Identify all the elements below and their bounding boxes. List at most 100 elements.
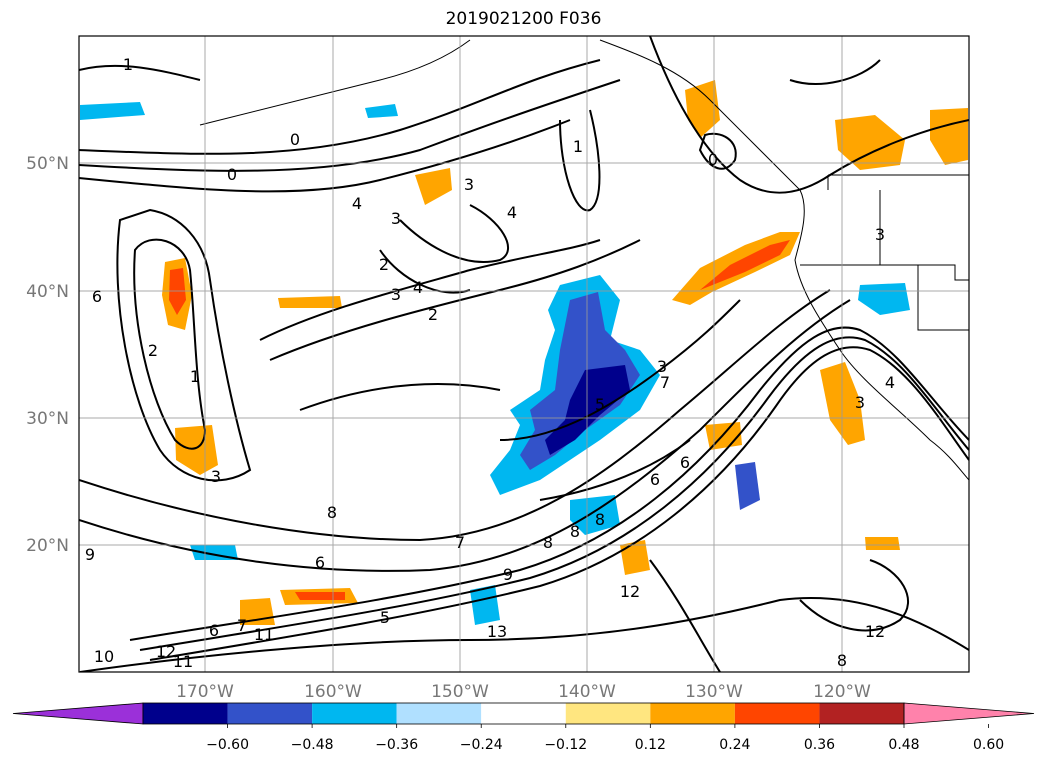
coastline bbox=[199, 39, 471, 126]
contour-label: 5 bbox=[380, 608, 390, 627]
contour-label: 1 bbox=[123, 55, 133, 74]
contour-label: 11 bbox=[254, 625, 274, 644]
contour-line bbox=[139, 336, 969, 651]
contour-label: 9 bbox=[85, 545, 95, 564]
lon-label: 140°W bbox=[558, 682, 616, 702]
contour-label: 0 bbox=[290, 130, 300, 149]
positive-shading-region bbox=[685, 80, 720, 138]
contour-label: 8 bbox=[837, 651, 847, 670]
lat-label: 30°N bbox=[26, 409, 69, 429]
contour-label: 7 bbox=[455, 533, 465, 552]
contour-label: 4 bbox=[507, 203, 517, 222]
negative-shading-region bbox=[365, 104, 398, 118]
contour-label: 3 bbox=[464, 175, 474, 194]
contour-label: 3 bbox=[855, 393, 865, 412]
gridlines bbox=[79, 36, 969, 672]
colorbar-tick-label: 0.24 bbox=[719, 737, 750, 753]
colorbar-box bbox=[312, 703, 397, 724]
contour-label: 0 bbox=[708, 150, 718, 169]
contour-label: 1 bbox=[573, 137, 583, 156]
colorbar-box bbox=[819, 703, 904, 724]
contour-line bbox=[539, 439, 691, 501]
contour-line bbox=[79, 299, 851, 572]
colorbar-tick-label: 0.12 bbox=[635, 737, 666, 753]
colorbar-tick-label: −0.36 bbox=[375, 737, 418, 753]
contour-label: 8 bbox=[570, 522, 580, 541]
contour-label: 11 bbox=[173, 652, 193, 671]
positive-shading-region bbox=[705, 422, 742, 450]
contour-label: 13 bbox=[487, 622, 507, 641]
positive-shading-region bbox=[700, 240, 790, 290]
lon-label: 130°W bbox=[685, 682, 743, 702]
contour-label: 3 bbox=[391, 209, 401, 228]
contour-line bbox=[269, 239, 641, 361]
positive-shading-region bbox=[835, 115, 905, 170]
map-title: 2019021200 F036 bbox=[445, 9, 602, 29]
colorbar-tick-label: −0.24 bbox=[460, 737, 503, 753]
contour-label: 12 bbox=[156, 642, 176, 661]
contour-line bbox=[79, 64, 201, 81]
colorbar-extend-low bbox=[12, 702, 144, 725]
colorbar-tick-label: −0.12 bbox=[544, 737, 587, 753]
colorbar-tick-label: −0.48 bbox=[291, 737, 334, 753]
negative-shading-region bbox=[470, 585, 500, 625]
longitude-labels: 170°W 160°W 150°W 140°W 130°W 120°W bbox=[176, 682, 871, 702]
contour-label: 1 bbox=[190, 367, 200, 386]
shaded-field bbox=[80, 80, 968, 625]
lat-label: 40°N bbox=[26, 282, 69, 302]
contour-label: 7 bbox=[660, 373, 670, 392]
map-frame bbox=[78, 35, 970, 673]
lat-label: 50°N bbox=[26, 154, 69, 174]
contour-label: 4 bbox=[413, 278, 423, 297]
colorbar-box bbox=[650, 703, 735, 724]
contour-label: 4 bbox=[885, 373, 895, 392]
contour-label: 3 bbox=[875, 225, 885, 244]
lon-label: 170°W bbox=[176, 682, 234, 702]
colorbar-frame bbox=[142, 702, 905, 725]
positive-shading-region bbox=[175, 425, 218, 475]
contour-line bbox=[79, 119, 571, 193]
contour-label: 7 bbox=[237, 616, 247, 635]
map-background bbox=[79, 36, 969, 672]
contour-label: 3 bbox=[391, 285, 401, 304]
lon-label: 120°W bbox=[813, 682, 871, 702]
coastline bbox=[917, 265, 969, 331]
negative-shading-region bbox=[570, 495, 620, 535]
contour-line bbox=[129, 326, 969, 641]
contour-label: 12 bbox=[865, 622, 885, 641]
contour-label: 2 bbox=[379, 255, 389, 274]
contour-label: 5 bbox=[595, 395, 605, 414]
coastline bbox=[599, 39, 969, 481]
contour-line bbox=[79, 597, 969, 672]
colorbar-extend-high bbox=[903, 702, 1035, 725]
contour-line bbox=[79, 289, 831, 542]
positive-shading-region bbox=[278, 296, 342, 308]
colorbar-tick-label: 0.60 bbox=[973, 737, 1004, 753]
contour-line bbox=[649, 559, 721, 672]
negative-shading-region bbox=[80, 102, 145, 120]
contour-label: 6 bbox=[315, 553, 325, 572]
contour-label: 10 bbox=[94, 647, 114, 666]
contour-line bbox=[259, 239, 601, 341]
contour-label: 8 bbox=[595, 510, 605, 529]
coastlines bbox=[199, 39, 969, 481]
negative-shading-region bbox=[735, 462, 760, 510]
contour-label: 2 bbox=[428, 305, 438, 324]
lon-label: 150°W bbox=[431, 682, 489, 702]
contour-line bbox=[649, 36, 969, 194]
contour-label: 3 bbox=[657, 357, 667, 376]
contour-line bbox=[79, 79, 621, 172]
positive-shading-region bbox=[295, 592, 345, 600]
contour-lines bbox=[79, 36, 969, 672]
colorbar-tick-label: −0.60 bbox=[206, 737, 249, 753]
colorbar-box bbox=[565, 703, 651, 724]
contour-line bbox=[399, 204, 510, 263]
latitude-labels: 50°N 40°N 30°N 20°N bbox=[26, 154, 69, 556]
positive-shading-region bbox=[865, 537, 900, 550]
contour-label: 6 bbox=[650, 470, 660, 489]
contour-label: 6 bbox=[92, 287, 102, 306]
contour-label: 8 bbox=[327, 503, 337, 522]
contour-line bbox=[789, 59, 881, 85]
